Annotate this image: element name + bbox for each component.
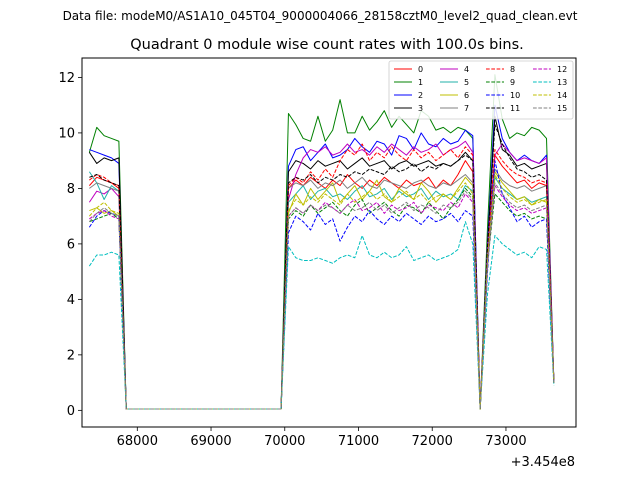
x-axis: 68000 69000 70000 71000 72000 73000 <box>117 427 527 449</box>
legend-label-10: 10 <box>510 91 520 100</box>
series-layer <box>88 74 555 410</box>
legend-label-14: 14 <box>557 91 567 100</box>
legend-label-11: 11 <box>510 104 520 113</box>
y-tick-label: 4 <box>67 293 75 308</box>
legend-label-4: 4 <box>464 65 469 74</box>
y-tick-label: 12 <box>58 71 75 86</box>
chart-title: Quadrant 0 module wise count rates with … <box>130 37 524 53</box>
legend-label-1: 1 <box>418 78 423 87</box>
y-tick-label: 0 <box>67 404 75 419</box>
y-tick-label: 2 <box>67 348 75 363</box>
y-tick-label: 10 <box>58 126 75 141</box>
legend-label-13: 13 <box>557 78 567 87</box>
x-tick-label: 68000 <box>117 434 158 449</box>
legend-label-15: 15 <box>557 104 567 113</box>
x-tick-label: 73000 <box>485 434 526 449</box>
y-tick-label: 6 <box>67 237 75 252</box>
legend-label-9: 9 <box>510 78 515 87</box>
legend-label-0: 0 <box>418 65 423 74</box>
legend-label-6: 6 <box>464 91 469 100</box>
x-tick-label: 69000 <box>190 434 231 449</box>
x-tick-label: 71000 <box>338 434 379 449</box>
legend-label-7: 7 <box>464 104 469 113</box>
legend-frame <box>388 60 574 120</box>
axes-frame <box>81 57 577 428</box>
legend-label-3: 3 <box>418 104 423 113</box>
chart-suptitle: Data file: modeM0/AS1A10_045T04_90000040… <box>63 9 578 23</box>
legend-label-12: 12 <box>557 65 567 74</box>
y-tick-label: 8 <box>67 182 75 197</box>
legend-label-5: 5 <box>464 78 469 87</box>
x-offset-label: +3.454e8 <box>511 455 575 470</box>
series-line-15 <box>88 182 555 410</box>
x-tick-label: 70000 <box>264 434 305 449</box>
legend-label-8: 8 <box>510 65 515 74</box>
x-tick-label: 72000 <box>412 434 453 449</box>
legend-label-2: 2 <box>418 91 423 100</box>
y-axis: 0 2 4 6 8 10 12 <box>58 71 82 419</box>
